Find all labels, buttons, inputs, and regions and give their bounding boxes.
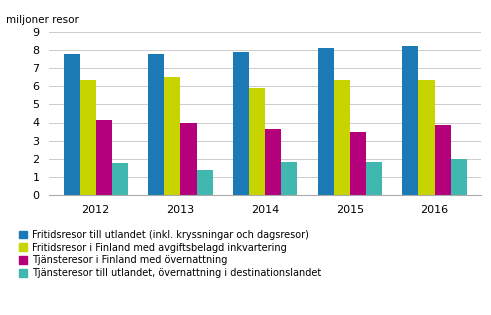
Text: miljoner resor: miljoner resor xyxy=(6,15,79,25)
Bar xyxy=(281,162,298,195)
Bar xyxy=(180,123,196,195)
Bar xyxy=(350,132,366,195)
Bar xyxy=(451,158,467,195)
Bar xyxy=(418,80,435,195)
Bar xyxy=(265,129,281,195)
Legend: Fritidsresor till utlandet (inkl. kryssningar och dagsresor), Fritidsresor i Fin: Fritidsresor till utlandet (inkl. kryssn… xyxy=(20,230,321,278)
Bar xyxy=(112,163,128,195)
Bar xyxy=(148,54,164,195)
Bar xyxy=(403,46,418,195)
Bar xyxy=(249,88,265,195)
Bar xyxy=(233,52,249,195)
Bar xyxy=(164,77,180,195)
Bar xyxy=(318,49,334,195)
Bar xyxy=(196,170,213,195)
Bar xyxy=(366,162,382,195)
Bar xyxy=(80,80,96,195)
Bar xyxy=(435,125,451,195)
Bar xyxy=(63,54,80,195)
Bar xyxy=(96,120,112,195)
Bar xyxy=(334,80,350,195)
